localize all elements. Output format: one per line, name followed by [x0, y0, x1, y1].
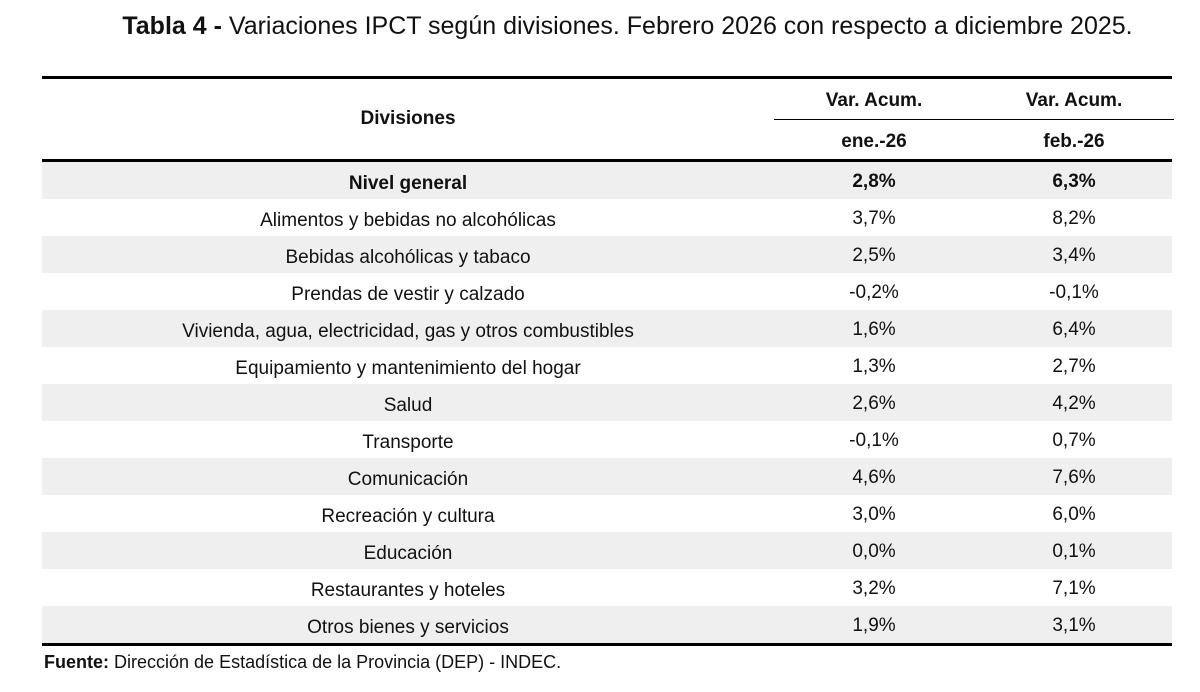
division-name: Salud [383, 395, 433, 416]
table-header-rule [42, 159, 1172, 162]
value-feb: 0,1% [1052, 541, 1096, 562]
value-jan: 0,0% [852, 541, 896, 562]
table-body: Nivel general 2,8% 6,3% Alimentos y bebidas… [42, 162, 1172, 643]
ipct-table: Divisiones Var. Acum. ene.-26 Var. Acum.… [42, 76, 1174, 646]
division-name: Transporte [362, 432, 454, 453]
division-name: Restaurantes y hoteles [310, 580, 506, 601]
value-feb: 6,3% [1052, 171, 1096, 192]
header-column-jan: Var. Acum. ene.-26 [774, 79, 974, 159]
table-row-total: Nivel general 2,8% 6,3% [42, 162, 1172, 199]
table-header: Divisiones Var. Acum. ene.-26 Var. Acum.… [42, 79, 1174, 159]
value-feb: 8,2% [1052, 208, 1096, 229]
table-row: Salud 2,6% 4,2% [42, 384, 1172, 421]
table-row: Restaurantes y hoteles 3,2% 7,1% [42, 569, 1172, 606]
source-text: Dirección de Estadística de la Provincia… [114, 652, 562, 672]
source-note: Fuente: Dirección de Estadística de la P… [44, 652, 561, 673]
value-jan: -0,2% [849, 282, 899, 303]
value-feb: 3,1% [1052, 615, 1096, 636]
value-jan: 3,7% [852, 208, 896, 229]
value-feb: -0,1% [1049, 282, 1099, 303]
table-row: Alimentos y bebidas no alcohólicas 3,7% 8,… [42, 199, 1172, 236]
value-feb: 3,4% [1052, 245, 1096, 266]
value-feb: 2,7% [1052, 356, 1096, 377]
division-name: Otros bienes y servicios [307, 617, 509, 638]
value-feb: 0,7% [1052, 430, 1096, 451]
value-jan: 2,5% [852, 245, 896, 266]
division-name: Bebidas alcohólicas y tabaco [285, 247, 531, 268]
header-column-feb-top: Var. Acum. [1025, 90, 1123, 111]
table-title-text: Variaciones IPCT según divisiones. Febre… [228, 12, 1133, 40]
value-feb: 7,1% [1052, 578, 1096, 599]
table-row: Prendas de vestir y calzado -0,2% -0,1% [42, 273, 1172, 310]
header-column-feb-bottom: feb.-26 [1043, 131, 1105, 152]
value-feb: 6,4% [1052, 319, 1096, 340]
value-jan: -0,1% [849, 430, 899, 451]
division-name: Nivel general [348, 173, 468, 194]
value-jan: 3,0% [852, 504, 896, 525]
table-row: Recreación y cultura 3,0% 6,0% [42, 495, 1172, 532]
value-jan: 2,8% [852, 171, 896, 192]
table-top-rule [42, 76, 1172, 79]
table-row: Educación 0,0% 0,1% [42, 532, 1172, 569]
division-name: Recreación y cultura [321, 506, 495, 527]
table-row: Transporte -0,1% 0,7% [42, 421, 1172, 458]
table-row: Comunicación 4,6% 7,6% [42, 458, 1172, 495]
table-bottom-rule [42, 643, 1172, 646]
table-row: Vivienda, agua, electricidad, gas y otro… [42, 310, 1172, 347]
value-jan: 1,3% [852, 356, 896, 377]
value-feb: 4,2% [1052, 393, 1096, 414]
header-column-jan-top: Var. Acum. [825, 90, 923, 111]
division-name: Prendas de vestir y calzado [291, 284, 525, 305]
table-row: Bebidas alcohólicas y tabaco 2,5% 3,4% [42, 236, 1172, 273]
source-label: Fuente: [44, 652, 109, 672]
header-column-jan-bottom: ene.-26 [841, 131, 907, 152]
table-title: Tabla 4 - Variaciones IPCT según divisio… [0, 12, 1200, 41]
header-column-feb: Var. Acum. feb.-26 [974, 79, 1174, 159]
value-jan: 4,6% [852, 467, 896, 488]
division-name: Vivienda, agua, electricidad, gas y otro… [182, 321, 634, 342]
value-feb: 6,0% [1052, 504, 1096, 525]
value-jan: 2,6% [852, 393, 896, 414]
value-jan: 1,6% [852, 319, 896, 340]
table-title-label: Tabla 4 - [122, 12, 222, 40]
header-column-jan-divider [774, 119, 974, 120]
table-row: Equipamiento y mantenimiento del hogar 1,… [42, 347, 1172, 384]
table-row: Otros bienes y servicios 1,9% 3,1% [42, 606, 1172, 643]
header-column-feb-divider [974, 119, 1174, 120]
division-name: Comunicación [347, 469, 469, 490]
value-feb: 7,6% [1052, 467, 1096, 488]
division-name: Educación [363, 543, 453, 564]
value-jan: 1,9% [852, 615, 896, 636]
header-divisions: Divisiones [360, 108, 456, 129]
division-name: Alimentos y bebidas no alcohólicas [260, 210, 556, 231]
division-name: Equipamiento y mantenimiento del hogar [235, 358, 581, 379]
value-jan: 3,2% [852, 578, 896, 599]
